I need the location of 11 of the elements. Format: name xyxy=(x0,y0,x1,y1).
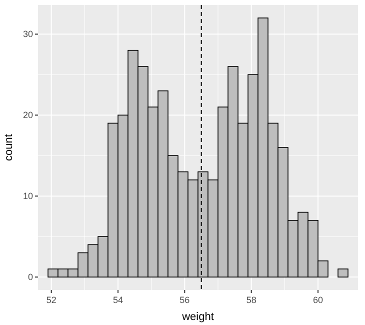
y-axis-title: count xyxy=(3,134,15,161)
x-tick-label: 54 xyxy=(112,295,124,305)
y-tick-label: 10 xyxy=(22,191,33,202)
y-tick-label: 20 xyxy=(22,110,33,120)
y-tick-label: 30 xyxy=(22,29,33,40)
x-axis-title: weight xyxy=(181,311,214,323)
x-tick-label: 56 xyxy=(180,295,190,305)
x-tick-label: 60 xyxy=(312,295,324,305)
x-tick-label: 58 xyxy=(246,295,256,305)
x-tick-label: 52 xyxy=(46,295,56,305)
y-tick-label: 0 xyxy=(28,272,33,282)
